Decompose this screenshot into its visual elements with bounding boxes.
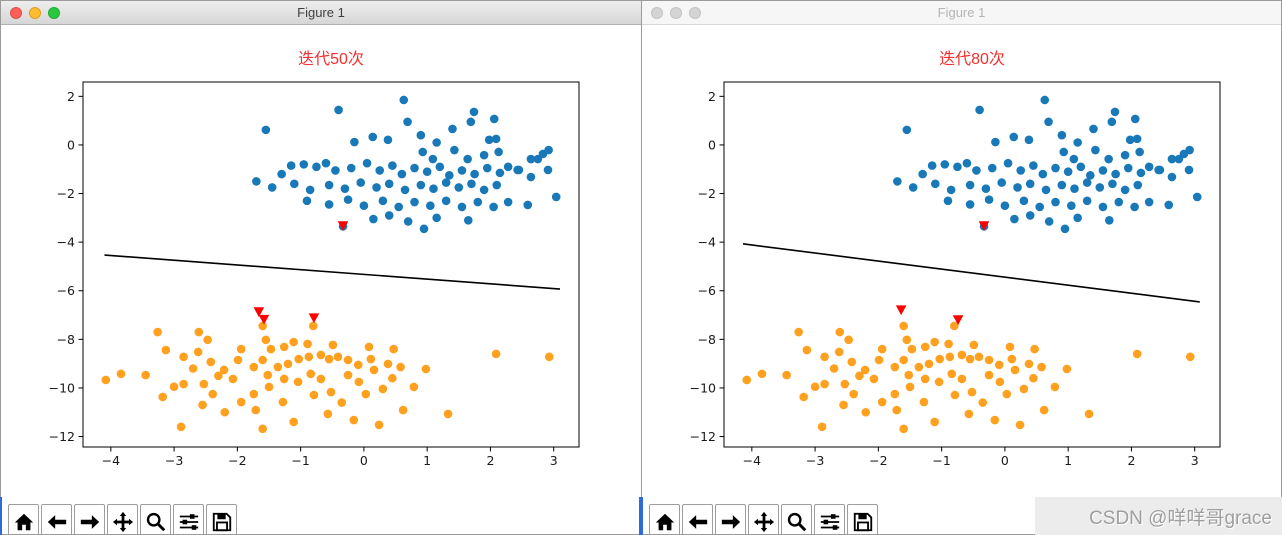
svg-text:−2: −2: [698, 186, 716, 201]
svg-text:3: 3: [1191, 453, 1199, 468]
svg-text:0: 0: [708, 137, 716, 152]
sliders-icon: [179, 514, 198, 530]
svg-text:−1: −1: [291, 453, 309, 468]
svg-text:−8: −8: [698, 332, 716, 347]
toolbar-subplots-button[interactable]: [173, 504, 204, 534]
svg-text:−3: −3: [165, 453, 183, 468]
traffic-lights: [651, 7, 701, 19]
svg-text:0: 0: [67, 137, 75, 152]
svg-text:2: 2: [708, 89, 716, 104]
toolbar-save-button[interactable]: [206, 504, 237, 534]
svg-text:−2: −2: [869, 453, 887, 468]
svg-text:1: 1: [423, 453, 431, 468]
toolbar-back-button[interactable]: [682, 504, 713, 534]
close-button[interactable]: [651, 7, 663, 19]
window-title: Figure 1: [297, 5, 345, 20]
zoom-window-button[interactable]: [48, 7, 60, 19]
minimize-button[interactable]: [670, 7, 682, 19]
svg-text:−4: −4: [743, 453, 761, 468]
toolbar-pan-button[interactable]: [107, 504, 138, 534]
svg-text:0: 0: [1001, 453, 1009, 468]
plot-title-left: 迭代50次: [298, 51, 364, 68]
svg-text:−6: −6: [57, 283, 75, 298]
zoom-window-button[interactable]: [689, 7, 701, 19]
traffic-lights: [10, 7, 60, 19]
home-icon: [655, 513, 674, 531]
arrow-left-icon: [688, 515, 707, 529]
svg-text:2: 2: [67, 89, 75, 104]
desktop-gap: [639, 497, 643, 535]
toolbar-zoom-button[interactable]: [140, 504, 171, 534]
arrow-right-icon: [721, 515, 740, 529]
svg-text:0: 0: [360, 453, 368, 468]
svg-text:−12: −12: [690, 429, 716, 444]
svg-text:−4: −4: [102, 453, 120, 468]
svg-text:−3: −3: [806, 453, 824, 468]
svg-text:−6: −6: [698, 283, 716, 298]
figure-window-right: Figure 1 −4 −3 −2 −1 0 1 2 3 2 0 −2 −4 −6 −8 −10 −12 迭代…: [641, 0, 1282, 535]
sliders-icon: [820, 514, 839, 530]
plot-title-right: 迭代80次: [939, 51, 1005, 68]
toolbar-back-button[interactable]: [41, 504, 72, 534]
svg-text:1: 1: [1064, 453, 1072, 468]
pan-move-icon: [753, 511, 774, 533]
magnifier-icon: [787, 512, 806, 532]
toolbar-zoom-button[interactable]: [781, 504, 812, 534]
titlebar[interactable]: Figure 1: [642, 1, 1281, 25]
toolbar-pan-button[interactable]: [748, 504, 779, 534]
toolbar-subplots-button[interactable]: [814, 504, 845, 534]
csdn-watermark: CSDN @咩咩哥grace: [1035, 497, 1282, 535]
window-title: Figure 1: [937, 5, 986, 20]
scatter-plot-right: −4 −3 −2 −1 0 1 2 320−2−4−6−8−10−12: [690, 81, 1221, 468]
svg-text:2: 2: [486, 453, 494, 468]
minimize-button[interactable]: [29, 7, 41, 19]
svg-text:−8: −8: [57, 332, 75, 347]
figure-canvas-right: −4 −3 −2 −1 0 1 2 3 2 0 −2 −4 −6 −8 −10 −12 迭代80次: [642, 25, 1281, 506]
scatter-plot-left: −4 −3 −2 −1 0 1 2 320−2−4−6−8−10−12: [49, 81, 580, 468]
svg-text:−4: −4: [57, 235, 75, 250]
home-icon: [14, 513, 33, 531]
svg-text:−2: −2: [228, 453, 246, 468]
svg-text:−4: −4: [698, 235, 716, 250]
svg-text:3: 3: [550, 453, 558, 468]
toolbar-home-button[interactable]: [649, 504, 680, 534]
watermark-text: CSDN @咩咩哥grace: [1089, 507, 1272, 529]
toolbar-forward-button[interactable]: [74, 504, 105, 534]
figure-window-left: Figure 1 −4 −3 −2 −1 0 1 2 3 2 0 −2 −4 −6 −8 −10 −12 迭代…: [0, 0, 642, 535]
arrow-left-icon: [47, 515, 66, 529]
close-button[interactable]: [10, 7, 22, 19]
svg-text:−1: −1: [932, 453, 950, 468]
svg-text:−10: −10: [690, 380, 716, 395]
toolbar-home-button[interactable]: [8, 504, 39, 534]
svg-text:2: 2: [1127, 453, 1135, 468]
toolbar-forward-button[interactable]: [715, 504, 746, 534]
pan-move-icon: [112, 511, 133, 533]
svg-text:−12: −12: [49, 429, 75, 444]
svg-text:−10: −10: [49, 380, 75, 395]
figure-canvas-left: −4 −3 −2 −1 0 1 2 3 2 0 −2 −4 −6 −8 −10 −12 迭代50次: [1, 25, 641, 506]
arrow-right-icon: [80, 515, 99, 529]
titlebar[interactable]: Figure 1: [1, 1, 641, 25]
matplotlib-toolbar-left: [1, 504, 641, 534]
desktop-gap: [0, 497, 2, 535]
svg-text:−2: −2: [57, 186, 75, 201]
save-floppy-icon: [212, 512, 231, 532]
save-floppy-icon: [853, 512, 872, 532]
magnifier-icon: [146, 512, 165, 532]
toolbar-save-button[interactable]: [847, 504, 878, 534]
